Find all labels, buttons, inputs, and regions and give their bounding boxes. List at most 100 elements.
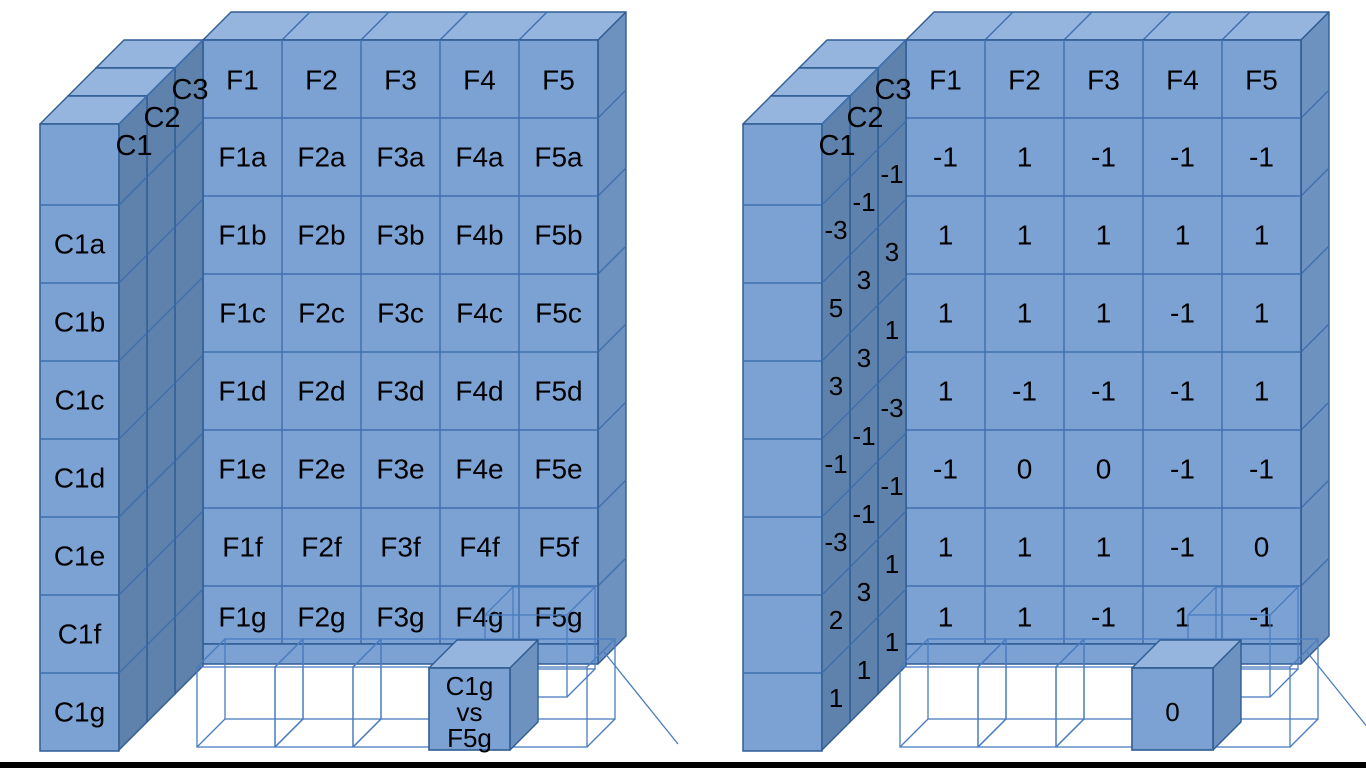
wireframe-cube-origin-back: [512, 586, 596, 670]
pulled-cube-label: C1g: [446, 671, 494, 701]
grid-cell-label: F1g: [218, 602, 266, 633]
layer-side-divider: [877, 510, 907, 540]
grid-side-divider: [597, 323, 627, 353]
wireframe-cube-edge: [352, 718, 382, 748]
strip-value: -3: [824, 215, 847, 245]
layer-side-divider: [821, 95, 851, 125]
left-matrix-diagram[interactable]: F1 F2 F3 F4 F5 F1a F2a F3a F4a F5a F1b F2b F3b F4b F5b…: [39, 11, 679, 753]
grid-cell-label: F1d: [218, 376, 266, 407]
layer-label: C2: [143, 102, 180, 134]
layer-label: C1: [818, 130, 855, 162]
layer-row-label: C1g: [54, 697, 105, 728]
grid-side-divider: [1300, 245, 1330, 275]
layer-side-divider: [821, 176, 851, 206]
pulled-cube-label: 0: [1165, 697, 1179, 727]
layer-side-divider: [877, 432, 907, 462]
bottom-right-edge: [603, 651, 679, 745]
layer-side-divider: [821, 332, 851, 362]
wireframe-cube-edge: [977, 638, 1007, 668]
grid-cell-label: 1: [1017, 142, 1033, 173]
layer-side-divider: [146, 382, 176, 412]
grid-cell-label: F1b: [218, 220, 266, 251]
grid-cell-label: F5a: [534, 142, 583, 173]
layer-side-face: [849, 67, 879, 723]
grid-cell-label: F4b: [455, 220, 503, 251]
strip-value: 1: [885, 315, 899, 345]
grid-cell-label: F3c: [377, 298, 424, 329]
layer-side-divider: [821, 410, 851, 440]
grid-side-divider: [1300, 557, 1330, 587]
grid-top-divider: [1142, 11, 1172, 41]
wireframe-cube-origin-back: [1215, 586, 1299, 670]
wireframe-cube-origin-edge: [1269, 586, 1299, 616]
grid-cell-label: 1: [938, 298, 954, 329]
grid-cell-label: F4f: [459, 532, 500, 563]
grid-top-divider: [439, 11, 469, 41]
grid-cell-label: F1f: [222, 532, 263, 563]
grid-cell-label: 1: [1017, 602, 1033, 633]
grid-cell-label: F3a: [376, 142, 425, 173]
column-header: F4: [463, 65, 496, 96]
layer-side-divider: [849, 67, 879, 97]
layer-side-face: [877, 39, 907, 695]
grid-cell-label: F5b: [534, 220, 582, 251]
wireframe-cube-edge: [899, 718, 929, 748]
grid-side-divider: [1300, 479, 1330, 509]
layer-side-divider: [146, 460, 176, 490]
layer-side-divider: [877, 354, 907, 384]
grid-top-divider: [984, 11, 1014, 41]
grid-cell-label: F5d: [534, 376, 582, 407]
grid-cell-label: 1: [1254, 376, 1270, 407]
strip-value: -1: [880, 159, 903, 189]
layer-front-face: [39, 123, 120, 752]
layer-side-divider: [849, 460, 879, 490]
grid-cell-label: 0: [1254, 532, 1270, 563]
grid-cell-label: 0: [1096, 454, 1112, 485]
layer-side-divider: [821, 254, 851, 284]
layer-side-divider: [118, 332, 148, 362]
grid-top-divider: [1063, 11, 1093, 41]
strip-value: -1: [880, 471, 903, 501]
layer-side-divider: [174, 120, 204, 150]
slide-frame-layer: [0, 762, 1366, 768]
right-matrix-diagram[interactable]: F1 F2 F3 F4 F5-1 1 -1 -1 -11 1 1 1 11 1 1 -1 11 -1 -1 -1 1-1…: [742, 11, 1366, 752]
layer-side-divider: [821, 566, 851, 596]
wireframe-cube-edge: [1055, 718, 1085, 748]
grid-cell-label: 1: [1254, 298, 1270, 329]
grid-cell-label: 1: [1254, 220, 1270, 251]
layer-label: C2: [846, 102, 883, 134]
strip-value: 3: [885, 237, 899, 267]
layer-side-divider: [174, 432, 204, 462]
column-header: F2: [305, 65, 338, 96]
layer-side-divider: [877, 588, 907, 618]
grid-cell-label: F2f: [301, 532, 342, 563]
grid-cell-label: -1: [1091, 602, 1116, 633]
pulled-cube-label: F5g: [447, 723, 492, 753]
grid-side-divider: [597, 167, 627, 197]
layer-label: C3: [874, 74, 911, 106]
layer-side-divider: [877, 39, 907, 69]
wireframe-cube-edge: [274, 638, 304, 668]
grid-side-divider: [597, 245, 627, 275]
grid-side-divider: [1300, 89, 1330, 119]
strip-value: 3: [857, 577, 871, 607]
grid-cell-label: F5f: [538, 532, 579, 563]
strip-value: 3: [857, 343, 871, 373]
grid-cell-label: 0: [1017, 454, 1033, 485]
layer-row-label: C1c: [55, 385, 105, 416]
column-header: F2: [1008, 65, 1041, 96]
grid-side-divider: [597, 401, 627, 431]
grid-cell-label: F4a: [455, 142, 504, 173]
grid-cell-label: 1: [1017, 220, 1033, 251]
wireframe-cube-origin-edge: [1269, 668, 1299, 698]
layer-side-divider: [174, 198, 204, 228]
strip-value: -1: [852, 187, 875, 217]
wireframe-cube-edge: [352, 638, 382, 668]
layer-row-label: C1d: [54, 463, 105, 494]
grid-cell-label: -1: [1170, 454, 1195, 485]
layer-side-divider: [877, 276, 907, 306]
grid-cell-label: 1: [1096, 532, 1112, 563]
grid-cell-label: F2b: [297, 220, 345, 251]
layer-side-divider: [849, 538, 879, 568]
